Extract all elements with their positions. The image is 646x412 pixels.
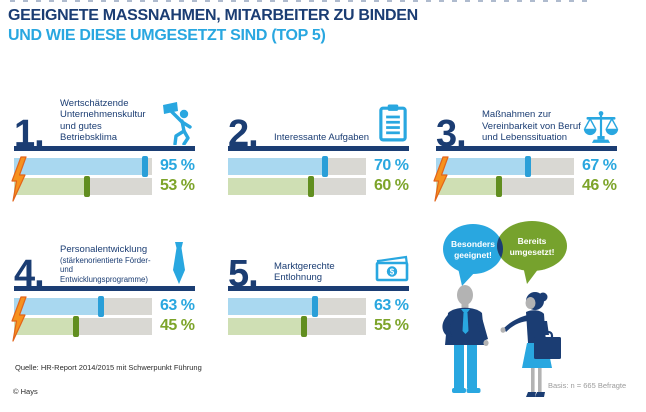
suitable-bar bbox=[14, 156, 152, 177]
implemented-bar bbox=[228, 176, 366, 197]
cropped-text-artifact bbox=[10, 0, 595, 2]
divider-rule bbox=[436, 146, 617, 151]
legend-label-implemented: Bereits umgesetzt! bbox=[509, 236, 555, 258]
implemented-value: 53 % bbox=[160, 177, 195, 194]
legend-illustration bbox=[442, 221, 567, 397]
implemented-value: 46 % bbox=[582, 177, 617, 194]
money-icon: $ bbox=[374, 248, 412, 290]
clipboard-icon bbox=[374, 102, 412, 144]
measure-label: Marktgerechte Entlohnung bbox=[274, 260, 335, 284]
suitable-value: 95 % bbox=[160, 157, 195, 174]
rank-number: 3. bbox=[436, 112, 467, 155]
scales-icon bbox=[582, 106, 620, 148]
bar-marker bbox=[525, 156, 532, 177]
suitable-value: 67 % bbox=[582, 157, 617, 174]
title-line-1: GEEIGNETE MASSNAHMEN, MITARBEITER ZU BIN… bbox=[8, 7, 418, 24]
bar-marker bbox=[97, 296, 104, 317]
measure-label: Interessante Aufgaben bbox=[274, 132, 370, 144]
source-note: Quelle: HR-Report 2014/2015 mit Schwerpu… bbox=[15, 363, 202, 372]
svg-text:$: $ bbox=[390, 268, 395, 277]
lightning-bolt-icon bbox=[10, 156, 28, 207]
rank-number: 5. bbox=[228, 252, 259, 295]
man-figure bbox=[442, 285, 489, 393]
suitable-bar bbox=[14, 296, 152, 317]
measure-label: Maßnahmen zur Vereinbarkeit von Beruf un… bbox=[482, 109, 581, 144]
bar-marker bbox=[300, 316, 307, 337]
bar-marker bbox=[321, 156, 328, 177]
suitable-bar bbox=[228, 156, 366, 177]
measure-sublabel: (stärkenorientierte Förder- und Entwickl… bbox=[60, 255, 151, 284]
legend-label-suitable: Besonders geeignet! bbox=[451, 239, 495, 261]
woman-figure bbox=[500, 292, 561, 397]
title-line-2: UND WIE DIESE UMGESETZT SIND (TOP 5) bbox=[8, 27, 326, 44]
bar-marker bbox=[73, 316, 80, 337]
implemented-bar bbox=[436, 176, 574, 197]
implemented-value: 45 % bbox=[160, 317, 195, 334]
page-title: GEEIGNETE MASSNAHMEN, MITARBEITER ZU BIN… bbox=[8, 6, 418, 46]
suitable-bar bbox=[436, 156, 574, 177]
bar-marker bbox=[311, 296, 318, 317]
implemented-value: 60 % bbox=[374, 177, 409, 194]
measure-item-3: 3. Maßnahmen zur Vereinbarkeit von Beruf… bbox=[433, 100, 632, 212]
speech-bubbles bbox=[443, 221, 567, 286]
implemented-bar bbox=[14, 316, 152, 337]
lightning-bolt-icon bbox=[432, 156, 450, 207]
copyright-note: © Hays bbox=[13, 387, 38, 396]
measure-item-5: 5. Marktgerechte Entlohnung $ bbox=[228, 240, 424, 352]
divider-rule bbox=[14, 146, 195, 151]
measure-label: Personalentwicklung bbox=[60, 244, 148, 256]
implemented-bar bbox=[14, 176, 152, 197]
flag-person-icon bbox=[160, 102, 198, 145]
rank-number: 1. bbox=[14, 112, 45, 155]
implemented-value: 55 % bbox=[374, 317, 409, 334]
bar-marker bbox=[496, 176, 503, 197]
rank-number: 2. bbox=[228, 112, 259, 155]
suitable-value: 70 % bbox=[374, 157, 409, 174]
suitable-value: 63 % bbox=[374, 297, 409, 314]
suitable-bar bbox=[228, 296, 366, 317]
divider-rule bbox=[228, 146, 409, 151]
measure-item-4: 4. Personalentwicklung (stärkenorientier… bbox=[11, 240, 210, 352]
lightning-bolt-icon bbox=[10, 296, 28, 347]
rank-number: 4. bbox=[14, 252, 45, 295]
measure-label: Wertschätzende Unternehmenskultur und gu… bbox=[60, 97, 146, 144]
implemented-bar bbox=[228, 316, 366, 337]
measure-item-2: 2. Interessante Aufgaben bbox=[228, 100, 424, 212]
bar-marker bbox=[307, 176, 314, 197]
bar-marker bbox=[142, 156, 149, 177]
divider-rule bbox=[228, 286, 409, 291]
tie-icon bbox=[160, 242, 198, 284]
basis-note: Basis: n = 665 Befragte bbox=[548, 381, 627, 390]
suitable-value: 63 % bbox=[160, 297, 195, 314]
divider-rule bbox=[14, 286, 195, 291]
measure-item-1: 1. Wertschätzende Unternehmenskultur und… bbox=[11, 97, 210, 212]
bar-marker bbox=[84, 176, 91, 197]
